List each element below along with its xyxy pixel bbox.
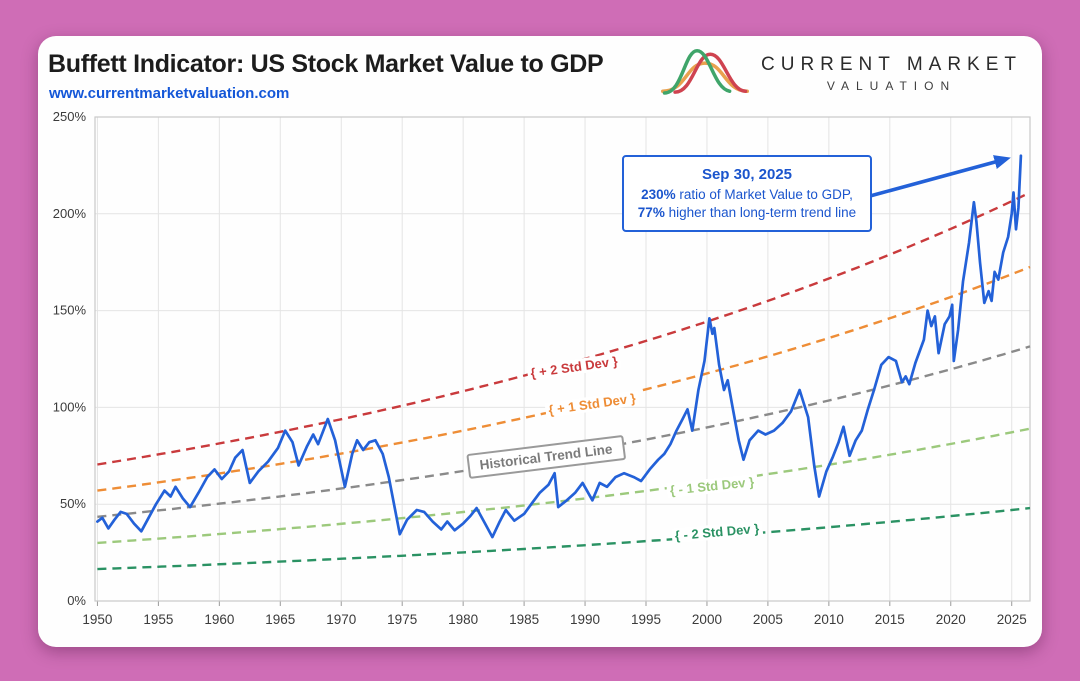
x-tick-label: 1975 bbox=[387, 612, 417, 627]
x-tick-label: 2025 bbox=[997, 612, 1027, 627]
callout-arrow bbox=[869, 155, 1011, 198]
plot-border bbox=[94, 116, 1031, 602]
x-tick-label: 2015 bbox=[875, 612, 905, 627]
y-tick-label: 0% bbox=[67, 593, 86, 608]
x-tick-label: 2005 bbox=[753, 612, 783, 627]
buffett-indicator-chart: 0% 50% 100% 150% 200% 250% 1950 1955 1960 1965 197… bbox=[53, 109, 1031, 627]
indicator-line bbox=[96, 154, 1023, 539]
x-tick-label: 1965 bbox=[265, 612, 295, 627]
chart-card: Buffett Indicator: US Stock Market Value… bbox=[38, 36, 1042, 647]
x-tick-label: 1985 bbox=[509, 612, 539, 627]
latest-value-callout: Sep 30, 2025 230% ratio of Market Value … bbox=[622, 155, 872, 232]
x-tick-label: 1960 bbox=[204, 612, 234, 627]
bell-curves-icon bbox=[661, 44, 749, 103]
y-tick-label: 150% bbox=[53, 303, 87, 318]
x-tick-label: 1970 bbox=[326, 612, 356, 627]
y-tick-label: 50% bbox=[60, 496, 86, 511]
x-tick-label: 1995 bbox=[631, 612, 661, 627]
brand-text: CURRENT MARKET VALUATION bbox=[761, 54, 1022, 93]
x-tick-label: 2000 bbox=[692, 612, 722, 627]
callout-ratio-line: 230% ratio of Market Value to GDP, bbox=[641, 186, 853, 202]
x-tick-label: 1950 bbox=[82, 612, 112, 627]
x-tick-label: 1955 bbox=[143, 612, 173, 627]
callout-date: Sep 30, 2025 bbox=[701, 165, 793, 183]
x-tick-label: 1990 bbox=[570, 612, 600, 627]
--1-std-dev-line bbox=[97, 427, 1031, 545]
x-tick-label: 2020 bbox=[936, 612, 966, 627]
y-tick-label: 250% bbox=[53, 109, 87, 124]
brand-subname: VALUATION bbox=[826, 79, 957, 93]
y-tick-label: 200% bbox=[53, 206, 87, 221]
+-2-std-dev-line bbox=[97, 191, 1031, 466]
x-tick-label: 1980 bbox=[448, 612, 478, 627]
x-tick-label: 2010 bbox=[814, 612, 844, 627]
page-title: Buffett Indicator: US Stock Market Value… bbox=[48, 50, 604, 78]
source-link[interactable]: www.currentmarketvaluation.com bbox=[49, 85, 290, 102]
brand-name: CURRENT MARKET bbox=[761, 54, 1022, 75]
--2-std-dev-line bbox=[97, 506, 1031, 571]
callout-trend-line: 77% higher than long-term trend line bbox=[637, 204, 857, 220]
y-tick-label: 100% bbox=[53, 399, 87, 414]
brand-logo: CURRENT MARKET VALUATION bbox=[661, 44, 1022, 103]
